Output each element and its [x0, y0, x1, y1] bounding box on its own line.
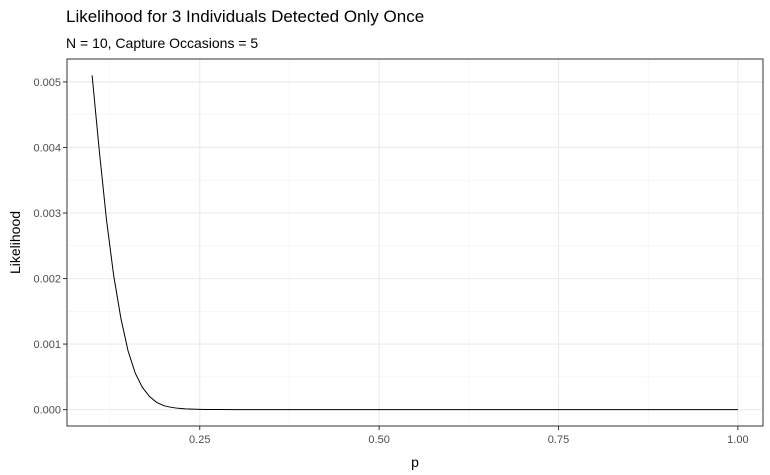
x-tick-label: 0.25: [189, 434, 210, 446]
x-axis: 0.25 0.50 0.75 1.00: [189, 426, 749, 446]
x-tick-label: 0.50: [368, 434, 389, 446]
chart-subtitle: N = 10, Capture Occasions = 5: [66, 35, 259, 51]
minor-gridlines: [67, 59, 763, 426]
y-tick-label: 0.000: [33, 405, 61, 417]
chart-title: Likelihood for 3 Individuals Detected On…: [66, 7, 425, 26]
y-tick-label: 0.001: [33, 339, 61, 351]
y-tick-label: 0.004: [33, 142, 61, 154]
y-tick-label: 0.003: [33, 208, 61, 220]
major-gridlines: [67, 59, 763, 426]
series-layer: [91, 75, 738, 411]
panel-border: [66, 58, 764, 427]
x-tick-label: 1.00: [727, 434, 748, 446]
y-tick-label: 0.005: [33, 77, 61, 89]
x-axis-title: p: [411, 454, 419, 470]
y-axis: 0.000 0.001 0.002 0.003 0.004 0.005: [33, 77, 67, 417]
y-tick-label: 0.002: [33, 274, 61, 286]
likelihood-curve: [91, 75, 738, 411]
x-tick-label: 0.75: [548, 434, 569, 446]
y-axis-title: Likelihood: [7, 211, 23, 274]
